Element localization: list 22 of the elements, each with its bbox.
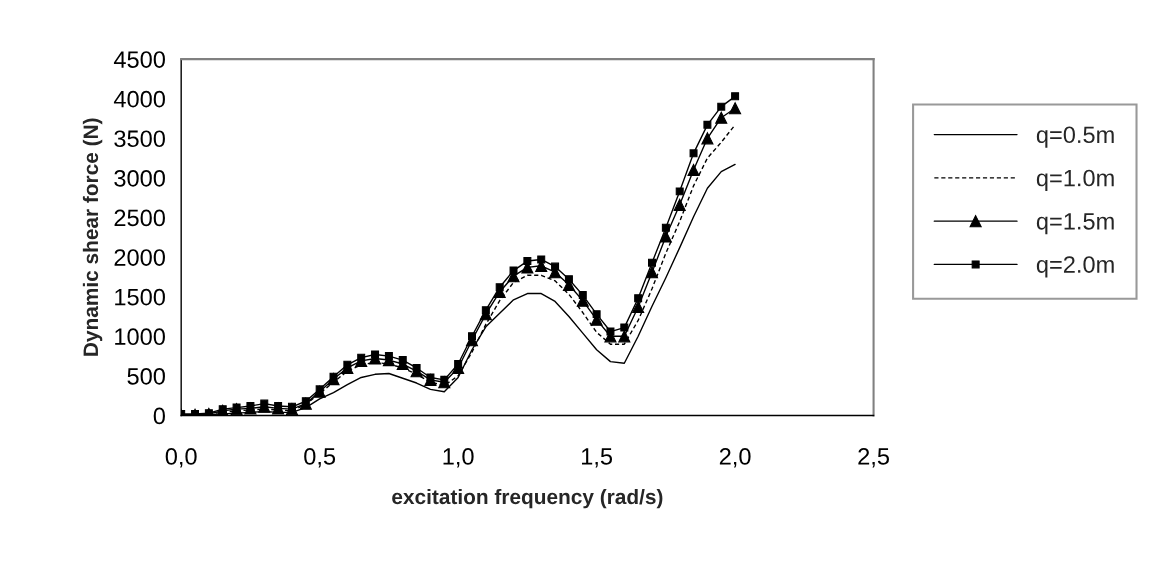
y-tick-label: 0 xyxy=(153,407,165,425)
y-axis-title: Dynamic shear force (N) xyxy=(82,118,103,356)
y-tick-label: 1000 xyxy=(115,328,165,346)
y-tick-label: 2000 xyxy=(114,249,165,266)
y-tick-label: 1500 xyxy=(115,288,165,306)
x-tick-label: 2,0 xyxy=(719,448,751,468)
y-tick-label: 4500 xyxy=(113,51,165,68)
x-tick-label: 1,5 xyxy=(582,448,613,468)
y-tick-label: 500 xyxy=(127,367,165,385)
legend-label: q=1.5m xyxy=(1036,213,1114,235)
x-tick-label: 1,0 xyxy=(443,448,474,468)
y-tick-label: 2500 xyxy=(114,209,165,227)
y-tick-label: 4000 xyxy=(113,90,165,108)
y-tick-label: 3000 xyxy=(114,169,165,187)
x-tick-label: 0,0 xyxy=(165,448,197,468)
y-tick-label: 3500 xyxy=(114,130,165,148)
legend-label: q=1.0m xyxy=(1036,169,1114,192)
x-tick-label: 0,5 xyxy=(304,448,336,468)
x-axis-title: excitation frequency (rad/s) xyxy=(392,488,663,509)
legend-label: q=0.5m xyxy=(1036,126,1114,148)
x-tick-label: 2,5 xyxy=(858,448,889,468)
legend-label: q=2.0m xyxy=(1036,256,1114,278)
